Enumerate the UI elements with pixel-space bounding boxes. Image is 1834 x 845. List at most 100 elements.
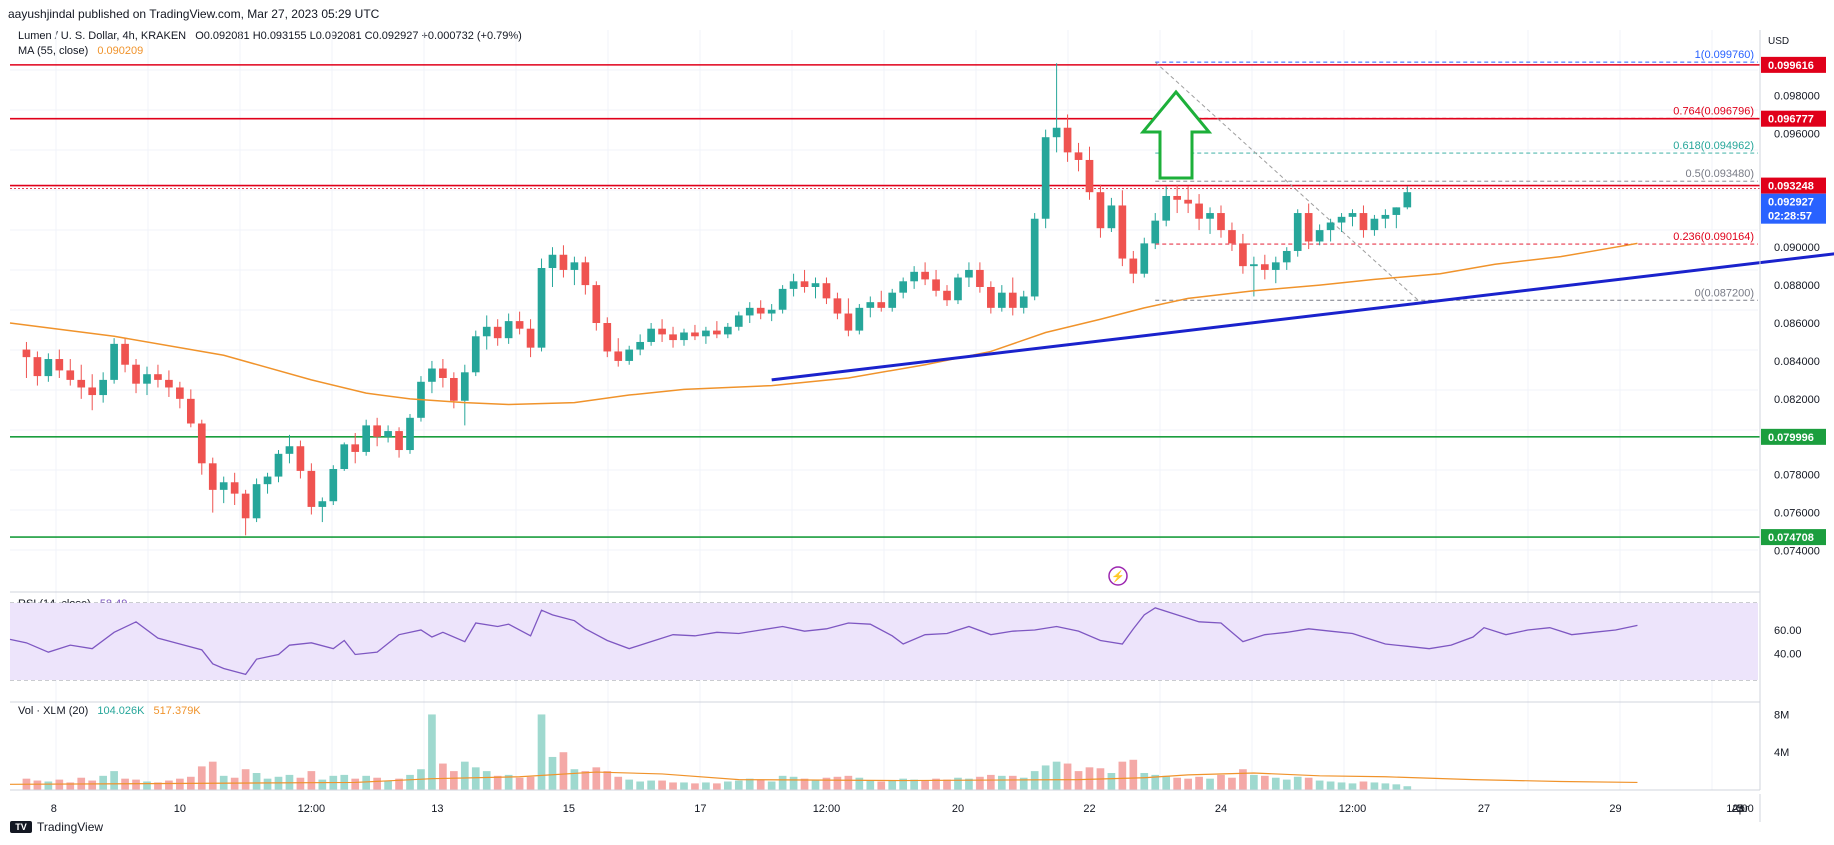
up-arrow-icon bbox=[1139, 89, 1213, 180]
volume-bar bbox=[976, 776, 984, 790]
volume-bar bbox=[252, 773, 261, 790]
volume-bar bbox=[987, 774, 995, 790]
candle-body bbox=[263, 476, 272, 485]
candle-body bbox=[965, 269, 973, 278]
time-tick-label: 22 bbox=[1083, 803, 1095, 815]
candle-body bbox=[417, 381, 425, 418]
volume-bar bbox=[1403, 786, 1412, 790]
volume-bar bbox=[482, 771, 491, 790]
time-tick-label: 15 bbox=[563, 803, 575, 815]
candle-body bbox=[1074, 152, 1083, 160]
candle-body bbox=[778, 288, 787, 310]
volume-bar bbox=[603, 771, 612, 790]
volume-bar bbox=[625, 779, 634, 790]
candle-body bbox=[33, 357, 42, 377]
candle-body bbox=[603, 323, 612, 352]
volume-bar bbox=[1118, 761, 1127, 790]
brand-name[interactable]: TradingView bbox=[37, 820, 104, 834]
volume-bar bbox=[274, 776, 283, 790]
candle-body bbox=[669, 334, 677, 341]
volume-value: 104.026K bbox=[97, 705, 145, 717]
symbol-name[interactable]: Lumen / U. S. Dollar, 4h, KRAKEN bbox=[18, 30, 187, 42]
candle-body bbox=[143, 374, 151, 384]
volume-bar bbox=[559, 752, 568, 790]
candle-body bbox=[154, 374, 162, 380]
candle-body bbox=[66, 370, 75, 380]
candle-body bbox=[77, 379, 86, 388]
volume-bar bbox=[702, 782, 710, 790]
volume-bar bbox=[176, 778, 184, 790]
volume-bar bbox=[1096, 768, 1105, 790]
candle-body bbox=[1063, 127, 1072, 153]
candle-body bbox=[811, 283, 820, 287]
price-tag-label: 0.092927 bbox=[1768, 197, 1814, 209]
volume-bar bbox=[691, 783, 699, 790]
fib-level-label: 1(0.099760) bbox=[1695, 49, 1754, 61]
candle-body bbox=[987, 286, 995, 308]
volume-bar bbox=[121, 778, 129, 790]
volume-bar bbox=[1206, 778, 1214, 790]
candle-body bbox=[713, 330, 721, 335]
candle-body bbox=[1030, 218, 1039, 297]
volume-bar bbox=[197, 766, 206, 790]
volume-bar bbox=[77, 777, 86, 790]
candle-body bbox=[570, 262, 579, 270]
time-tick-label: 5 bbox=[1737, 803, 1743, 815]
rsi-tick-label: 60.00 bbox=[1774, 625, 1802, 637]
candle-body bbox=[1381, 214, 1390, 219]
candle-body bbox=[1337, 216, 1346, 223]
volume-bar bbox=[888, 780, 897, 790]
candle-body bbox=[165, 379, 173, 388]
volume-bar bbox=[1173, 777, 1181, 790]
candle-body bbox=[1162, 195, 1171, 221]
volume-bar bbox=[154, 782, 162, 790]
candle-body bbox=[1041, 137, 1050, 219]
candle-body bbox=[1304, 213, 1313, 242]
candle-body bbox=[526, 328, 535, 348]
volume-label[interactable]: Vol · XLM (20) bbox=[18, 705, 89, 717]
volume-bar bbox=[548, 756, 557, 790]
candle-body bbox=[614, 351, 623, 361]
lightning-icon bbox=[1108, 566, 1128, 586]
candle-body bbox=[559, 254, 568, 270]
volume-bar bbox=[1140, 773, 1149, 790]
volume-bar bbox=[1282, 779, 1291, 790]
price-tick-label: 0.078000 bbox=[1774, 470, 1820, 482]
time-tick-label: 13 bbox=[431, 803, 443, 815]
candle-body bbox=[1315, 230, 1324, 242]
price-tick-label: 0.074000 bbox=[1774, 546, 1820, 558]
volume-bar bbox=[351, 778, 360, 790]
candle-body bbox=[844, 313, 853, 331]
price-tag-bg bbox=[1761, 193, 1826, 210]
price-tag-bg bbox=[1761, 177, 1826, 194]
candle-body bbox=[581, 262, 590, 286]
rsi-label[interactable]: RSI (14, close) bbox=[18, 598, 91, 610]
candle-body bbox=[866, 302, 875, 308]
volume-bar bbox=[636, 781, 644, 790]
candle-body bbox=[1173, 195, 1181, 200]
time-tick-label: 7 bbox=[1737, 803, 1743, 815]
candle-body bbox=[1107, 205, 1116, 229]
price-tag-label: 02:28:57 bbox=[1768, 211, 1812, 223]
axis-frame: ⚡ bbox=[10, 30, 1761, 822]
volume-bar bbox=[1008, 775, 1017, 790]
candle-body bbox=[1008, 292, 1017, 308]
volume-bar bbox=[1260, 775, 1269, 790]
candle-body bbox=[1403, 192, 1412, 208]
time-tick-label: 29 bbox=[1609, 803, 1621, 815]
time-tick-label: 12:00 bbox=[1726, 803, 1754, 815]
volume-bar bbox=[844, 775, 853, 790]
candle-body bbox=[307, 470, 316, 507]
volume-bar bbox=[329, 775, 338, 790]
candle-body bbox=[176, 387, 184, 399]
rsi-value: 58.49 bbox=[99, 598, 128, 610]
candle-body bbox=[647, 328, 655, 342]
volume-bar bbox=[669, 782, 677, 790]
candle-body bbox=[1085, 159, 1094, 193]
volume-bar bbox=[570, 769, 579, 790]
volume-bar bbox=[954, 777, 962, 790]
candle-body bbox=[482, 326, 491, 337]
candle-body bbox=[976, 269, 984, 287]
ma-label[interactable]: MA (55, close) bbox=[18, 45, 89, 57]
